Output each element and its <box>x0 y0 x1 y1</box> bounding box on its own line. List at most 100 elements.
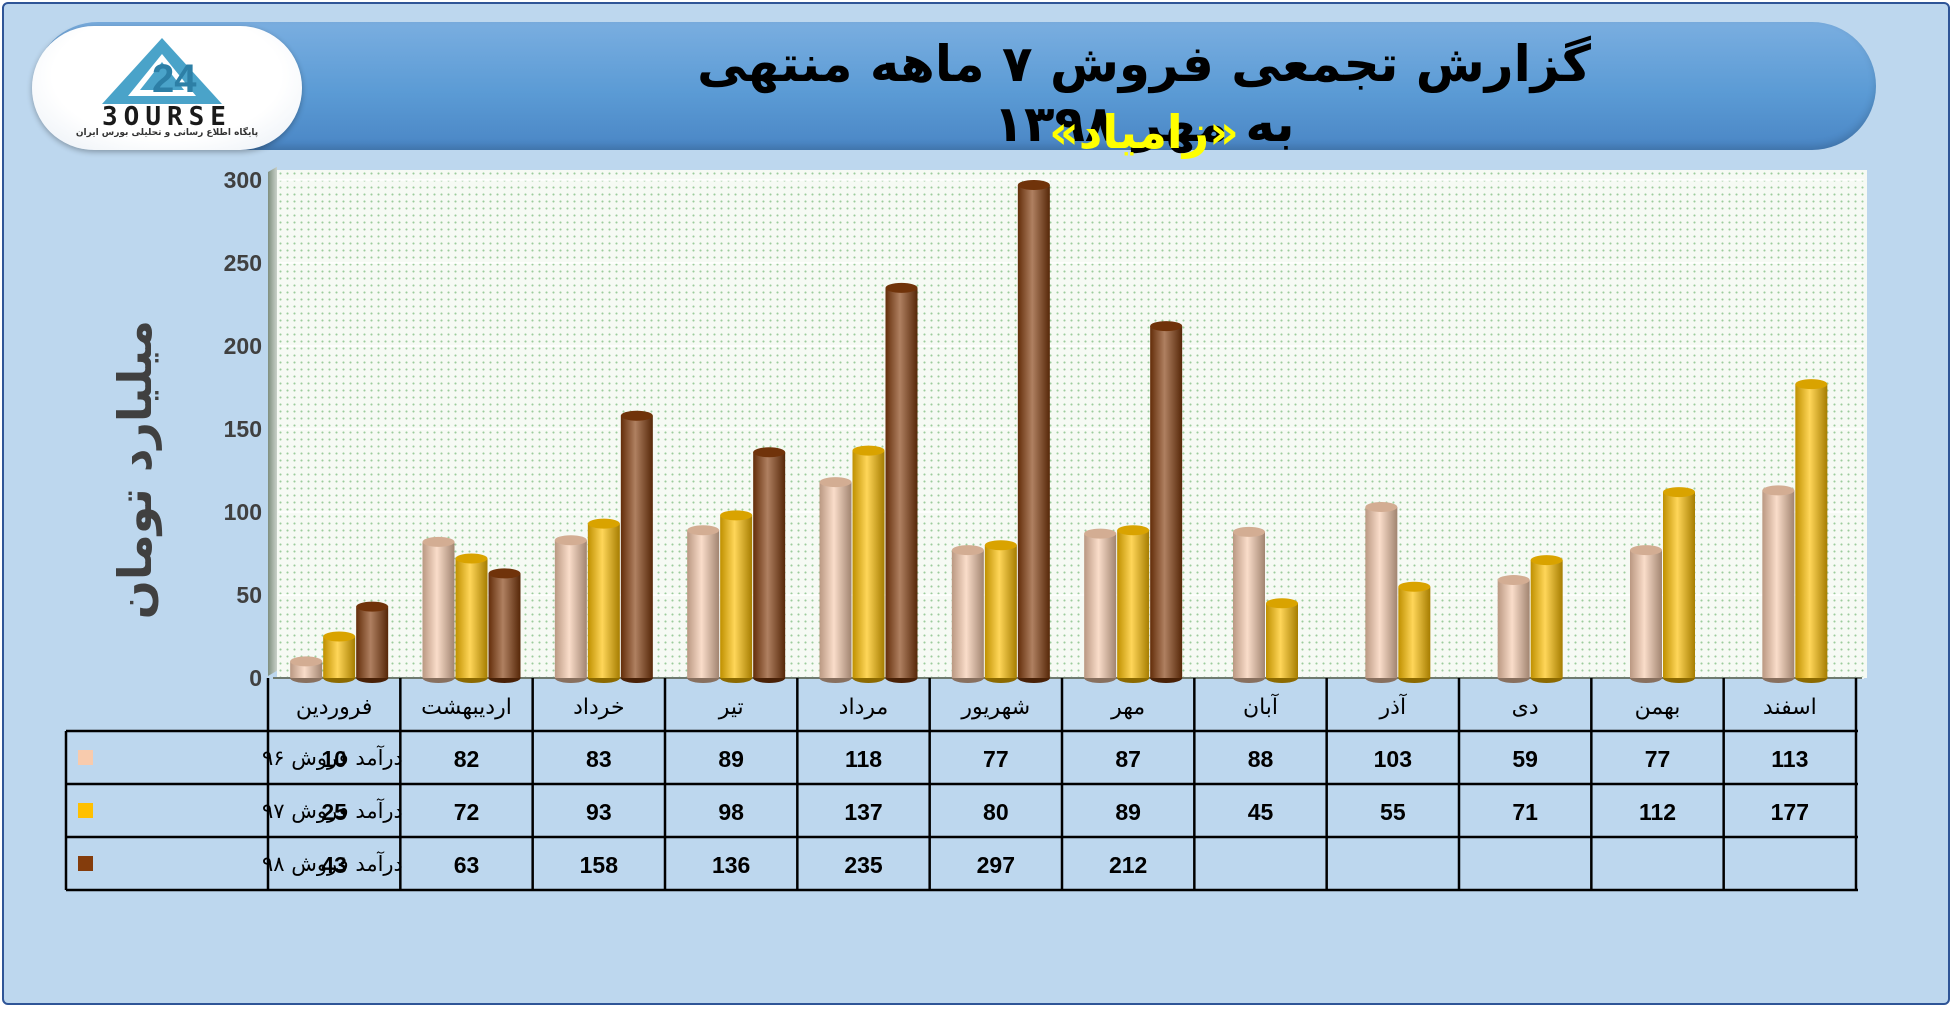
chart-subtitle: «زامیاد» <box>1049 105 1239 159</box>
bar <box>1365 502 1398 683</box>
bar <box>852 445 885 683</box>
svg-text:24: 24 <box>152 57 197 101</box>
bar <box>290 656 323 683</box>
data-label: 45 <box>1248 799 1274 825</box>
bar <box>1117 525 1150 683</box>
category-label: اردیبهشت <box>421 695 512 720</box>
data-label: 177 <box>1771 799 1809 825</box>
bar-top <box>323 631 356 642</box>
data-label: 113 <box>1771 746 1808 772</box>
legend-swatch <box>78 750 93 765</box>
data-label: 158 <box>580 852 619 878</box>
bar-top <box>1630 545 1662 556</box>
data-label: 80 <box>983 799 1009 825</box>
logo-mark-icon: 24 <box>102 38 222 104</box>
data-label: 103 <box>1374 746 1412 772</box>
bar-top <box>1233 526 1265 537</box>
category-label: مهر <box>1110 695 1145 720</box>
data-label: 63 <box>454 852 480 878</box>
category-label: دی <box>1512 695 1539 720</box>
category-label: خرداد <box>573 695 624 720</box>
bar-body <box>455 558 488 678</box>
plot-area <box>277 170 1867 678</box>
bar-body <box>819 482 852 678</box>
bar-body <box>1762 490 1795 678</box>
data-label: 83 <box>586 746 612 772</box>
bar <box>620 410 653 683</box>
bar-top <box>1497 575 1530 586</box>
bar-top <box>819 477 852 488</box>
bar-body <box>1398 586 1431 678</box>
data-label: 297 <box>977 852 1015 878</box>
logo-tagline: پایگاه اطلاع رسانی و تحلیلی بورس ایران <box>75 128 259 138</box>
bar-body <box>1530 560 1563 678</box>
legend-swatch <box>78 803 93 818</box>
bar-top <box>1266 598 1298 609</box>
bar-top <box>1084 528 1117 539</box>
bar <box>1017 179 1050 683</box>
bar-body <box>1630 550 1662 678</box>
bar <box>885 282 918 683</box>
legend-label: درآمد فروش ۹۷ <box>262 798 403 823</box>
bar <box>1663 487 1695 683</box>
category-label: تیر <box>718 695 744 720</box>
bourse-logo: 24 3OURSE پایگاه اطلاع رسانی و تحلیلی بو… <box>32 26 302 150</box>
bar-body <box>720 515 753 678</box>
bar-top <box>422 536 455 547</box>
bar-body <box>488 573 521 678</box>
bar <box>587 518 620 683</box>
y-tick-label: 300 <box>224 167 262 193</box>
data-label: 82 <box>454 746 480 772</box>
data-label: 235 <box>844 852 883 878</box>
bar <box>819 477 852 683</box>
bar-top <box>554 535 587 546</box>
bar-body <box>753 452 786 678</box>
data-label: 43 <box>321 852 347 878</box>
bar-top <box>1365 502 1398 513</box>
gridlines <box>273 179 1864 679</box>
bar <box>1795 379 1828 683</box>
bar-top <box>984 540 1017 551</box>
bar <box>720 510 753 683</box>
data-label: 71 <box>1512 799 1538 825</box>
bar <box>1530 555 1563 683</box>
bar-top <box>951 545 984 556</box>
bar-body <box>687 530 720 678</box>
bar-top <box>1663 487 1695 498</box>
bar-body <box>1663 492 1695 678</box>
y-tick-label: 100 <box>224 499 262 525</box>
bar-body <box>1795 384 1828 678</box>
bar-body <box>620 415 653 678</box>
bar-body <box>356 606 389 678</box>
y-tick-label: 0 <box>249 665 262 691</box>
bar-top <box>455 553 488 564</box>
bar-top <box>1150 321 1183 332</box>
chart-title: گزارش تجمعی فروش ۷ ماهه منتهی به مهر ۱۳۹… <box>697 35 1591 153</box>
bar <box>1233 526 1265 683</box>
bar-top <box>885 282 918 293</box>
bar <box>1084 528 1117 683</box>
data-label: 93 <box>586 799 612 825</box>
bar <box>1398 581 1431 683</box>
legend-label: درآمد فروش ۹۸ <box>262 851 403 876</box>
bar-body <box>1365 507 1398 678</box>
bar-body <box>554 540 587 678</box>
bar <box>422 536 455 683</box>
bar-top <box>720 510 753 521</box>
y-tick-label: 200 <box>224 333 262 359</box>
bar <box>1266 598 1298 683</box>
y-tick-label: 150 <box>224 416 262 442</box>
bar-body <box>1117 530 1150 678</box>
data-label: 72 <box>454 799 480 825</box>
bar-top <box>1762 485 1795 496</box>
bar-body <box>984 545 1017 678</box>
bar <box>323 631 356 683</box>
title-banner: گزارش تجمعی فروش ۷ ماهه منتهی به مهر ۱۳۹… <box>34 22 1876 159</box>
bar <box>488 568 521 683</box>
bar-body <box>852 450 885 678</box>
bar-top <box>1017 179 1050 190</box>
bar-body <box>1150 326 1183 678</box>
bar-top <box>852 445 885 456</box>
y-tick-label: 50 <box>236 582 262 608</box>
data-label: 137 <box>844 799 882 825</box>
